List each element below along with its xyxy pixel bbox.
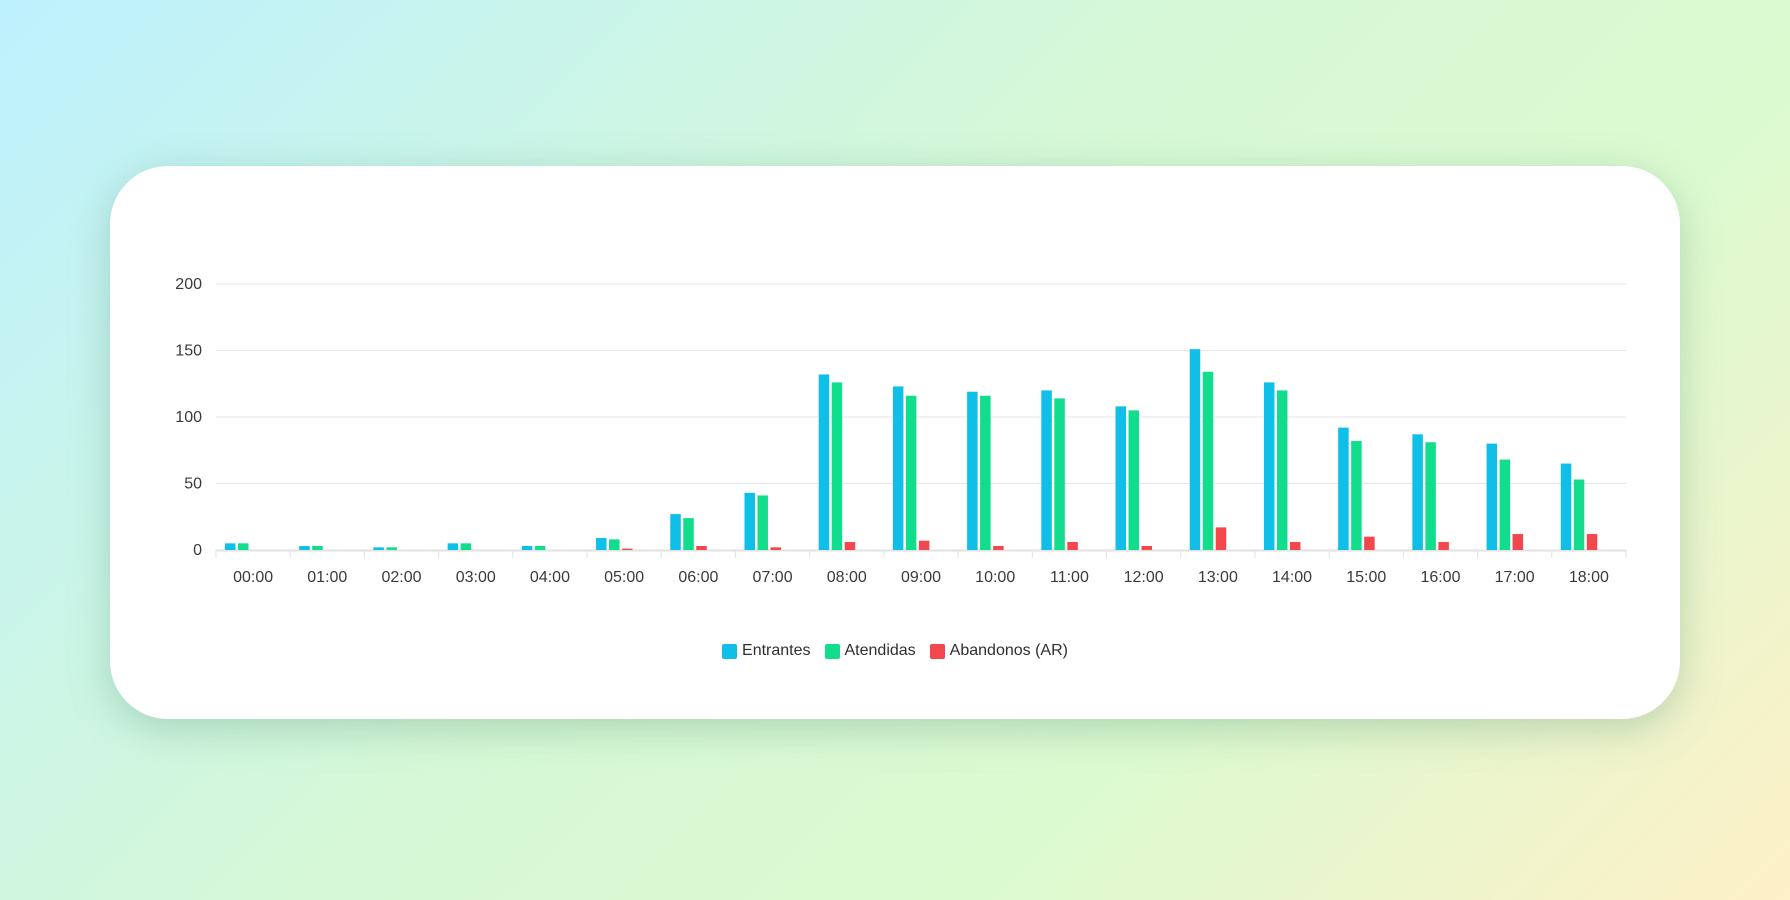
chart-card: 0 50 100 150 200 00:00 01:00 02:00 03:00 04:00 05:… [110, 166, 1680, 719]
x-tick-label: 16:00 [1420, 569, 1460, 586]
chart-legend: Entrantes Atendidas Abandonos (AR) [110, 642, 1680, 660]
bar-entrantes-0700[interactable] [744, 492, 755, 550]
bar-abandonos-ar--1300[interactable] [1215, 527, 1227, 550]
x-tick-label: 12:00 [1124, 569, 1164, 586]
y-tick-label: 50 [184, 476, 202, 493]
bar-entrantes-1300[interactable] [1189, 349, 1201, 550]
bar-abandonos-ar--1800[interactable] [1586, 534, 1598, 550]
y-tick-label: 100 [175, 409, 202, 426]
bar-atendidas-0500[interactable] [609, 539, 620, 550]
legend-item-atendidas[interactable]: Atendidas [824, 642, 916, 660]
bar-atendidas-1700[interactable] [1499, 459, 1511, 550]
bar-atendidas-0800[interactable] [831, 382, 843, 550]
bar-entrantes-1800[interactable] [1560, 463, 1572, 550]
bar-atendidas-1100[interactable] [1054, 398, 1065, 550]
x-tick-label: 06:00 [678, 569, 718, 586]
bar-abandonos-ar--1700[interactable] [1512, 534, 1524, 550]
x-tick-label: 05:00 [604, 569, 644, 586]
bar-abandonos-ar--1000[interactable] [993, 546, 1004, 550]
bar-chart: 0 50 100 150 200 00:00 01:00 02:00 03:00 04:00 05:… [175, 276, 1627, 586]
bar-atendidas-1000[interactable] [980, 395, 991, 550]
bar-atendidas-0200[interactable] [386, 547, 397, 550]
bar-atendidas-0000[interactable] [238, 543, 249, 550]
legend-swatch [722, 643, 738, 659]
bar-atendidas-0300[interactable] [460, 543, 472, 550]
bar-entrantes-0400[interactable] [521, 546, 533, 550]
bar-atendidas-1300[interactable] [1202, 371, 1214, 550]
legend-label: Entrantes [742, 642, 811, 659]
x-tick-label: 18:00 [1569, 569, 1609, 586]
x-tick-label: 02:00 [382, 569, 422, 586]
y-tick-label: 200 [175, 276, 202, 293]
bar-abandonos-ar--1200[interactable] [1141, 546, 1153, 550]
bar-entrantes-1200[interactable] [1115, 406, 1127, 550]
bar-entrantes-1000[interactable] [967, 391, 978, 550]
legend-swatch [824, 643, 840, 659]
bar-entrantes-0900[interactable] [892, 386, 904, 550]
bar-atendidas-1500[interactable] [1351, 440, 1362, 550]
bar-entrantes-1400[interactable] [1263, 382, 1275, 550]
x-tick-label: 07:00 [753, 569, 793, 586]
x-tick-label: 17:00 [1495, 569, 1535, 586]
bar-abandonos-ar--0800[interactable] [844, 542, 856, 550]
bar-entrantes-1500[interactable] [1338, 427, 1349, 550]
bar-abandonos-ar--1100[interactable] [1067, 542, 1078, 550]
bar-abandonos-ar--0500[interactable] [622, 548, 633, 550]
bar-entrantes-0100[interactable] [299, 546, 310, 550]
bar-atendidas-1400[interactable] [1276, 390, 1288, 550]
bar-abandonos-ar--1400[interactable] [1289, 542, 1301, 550]
legend-item-entrantes[interactable]: Entrantes [722, 642, 811, 660]
bar-atendidas-0400[interactable] [534, 546, 546, 550]
bar-atendidas-1800[interactable] [1573, 479, 1585, 550]
y-tick-label: 150 [175, 343, 202, 360]
legend-label: Abandonos (AR) [949, 642, 1068, 659]
x-tick-label: 08:00 [827, 569, 867, 586]
x-tick-label: 11:00 [1050, 569, 1089, 586]
bar-atendidas-1200[interactable] [1128, 410, 1140, 550]
bar-entrantes-1100[interactable] [1041, 390, 1052, 550]
bar-atendidas-0100[interactable] [312, 546, 323, 550]
x-tick-label: 03:00 [456, 569, 496, 586]
x-tick-label: 15:00 [1346, 569, 1386, 586]
bar-entrantes-0500[interactable] [596, 538, 607, 550]
y-tick-label: 0 [193, 542, 202, 559]
bar-abandonos-ar--1600[interactable] [1438, 542, 1449, 550]
bar-entrantes-1600[interactable] [1412, 434, 1423, 550]
bar-abandonos-ar--0600[interactable] [696, 546, 707, 550]
legend-swatch [929, 643, 945, 659]
bar-entrantes-0800[interactable] [818, 374, 830, 550]
bar-entrantes-0600[interactable] [670, 514, 681, 550]
bar-entrantes-0000[interactable] [225, 543, 236, 550]
bar-atendidas-0600[interactable] [683, 518, 694, 550]
bar-atendidas-1600[interactable] [1425, 442, 1436, 550]
legend-label: Atendidas [844, 642, 916, 659]
bar-abandonos-ar--0700[interactable] [770, 547, 781, 550]
x-tick-label: 00:00 [233, 569, 273, 586]
bar-entrantes-0300[interactable] [447, 543, 459, 550]
bar-entrantes-0200[interactable] [373, 547, 384, 550]
bar-atendidas-0900[interactable] [905, 395, 917, 550]
x-tick-label: 10:00 [975, 569, 1015, 586]
x-tick-label: 14:00 [1272, 569, 1312, 586]
x-tick-label: 04:00 [530, 569, 570, 586]
bar-entrantes-1700[interactable] [1486, 443, 1498, 550]
x-tick-label: 09:00 [901, 569, 941, 586]
legend-item-abandonos-ar-[interactable]: Abandonos (AR) [929, 642, 1068, 660]
bar-abandonos-ar--1500[interactable] [1364, 536, 1375, 550]
x-tick-label: 13:00 [1198, 569, 1238, 586]
bar-atendidas-0700[interactable] [757, 495, 768, 550]
x-tick-label: 01:00 [307, 569, 347, 586]
bar-abandonos-ar--0900[interactable] [918, 540, 930, 550]
